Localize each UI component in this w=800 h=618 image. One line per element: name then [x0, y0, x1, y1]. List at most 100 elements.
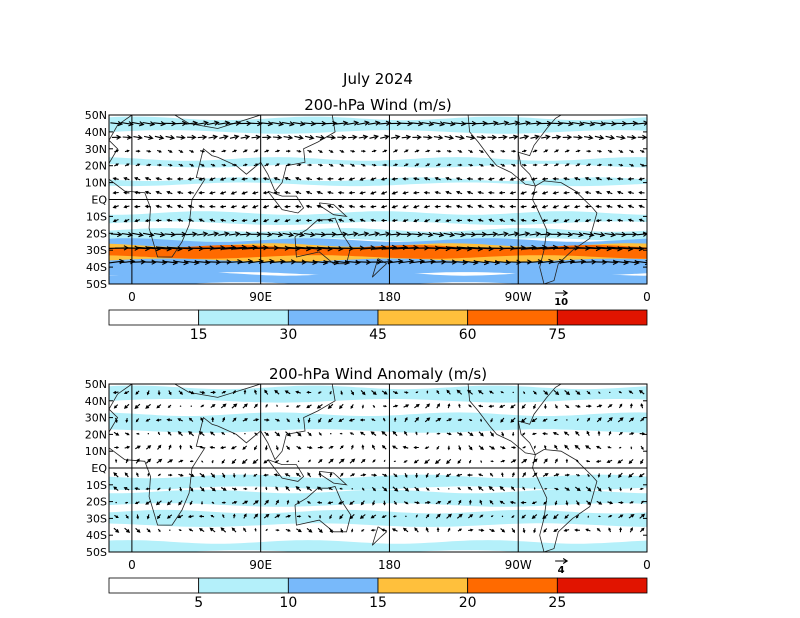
- wind-vector: [411, 231, 424, 238]
- y-tick-label: 20N: [85, 428, 107, 441]
- wind-vector: [187, 218, 194, 222]
- wind-vector: [604, 231, 617, 238]
- shaded-region: [109, 272, 647, 284]
- wind-vector: [520, 177, 527, 181]
- wind-vector: [254, 432, 258, 436]
- colorbar-swatch: [287, 577, 379, 594]
- wind-vector: [359, 177, 366, 181]
- wind-vector: [113, 527, 120, 533]
- wind-vector: [350, 404, 354, 410]
- wind-vector: [305, 218, 312, 223]
- wind-vector: [156, 404, 162, 409]
- wind-vector: [640, 417, 645, 422]
- wind-vector: [468, 163, 474, 167]
- wind-vector: [275, 529, 280, 532]
- wind-vector: [382, 486, 388, 492]
- wind-vector: [421, 121, 435, 127]
- wind-vector: [188, 528, 194, 532]
- wind-vector: [370, 191, 377, 195]
- wind-vector: [371, 486, 377, 492]
- wind-vector: [328, 458, 334, 464]
- wind-vector: [468, 445, 473, 451]
- wind-vector: [511, 446, 517, 449]
- wind-vector: [520, 417, 527, 423]
- wind-vector: [628, 514, 635, 519]
- wind-vector: [295, 218, 302, 223]
- wind-vector: [544, 444, 547, 450]
- wind-vector: [511, 149, 517, 153]
- wind-vector: [157, 473, 162, 477]
- wind-vector: [415, 391, 419, 394]
- wind-vector: [552, 191, 559, 195]
- wind-vector: [414, 527, 419, 533]
- figure-title: July 2024: [342, 70, 413, 88]
- wind-vector: [564, 473, 570, 477]
- wind-vector: [189, 500, 193, 506]
- wind-vector: [243, 473, 247, 478]
- wind-vector: [585, 445, 591, 450]
- x-tick-label: 0: [643, 558, 651, 572]
- wind-vector: [187, 204, 194, 209]
- wind-vector: [349, 458, 356, 464]
- plot-area: [108, 114, 648, 285]
- coastline: [267, 459, 305, 482]
- wind-vector: [211, 416, 215, 423]
- wind-vector: [179, 486, 183, 492]
- wind-vector: [576, 459, 579, 463]
- wind-vector: [533, 528, 537, 534]
- wind-vector: [404, 430, 408, 436]
- wind-vector: [296, 445, 302, 450]
- wind-vector: [618, 149, 624, 153]
- y-tick-label: 10S: [86, 479, 107, 492]
- wind-vector: [477, 177, 484, 181]
- wind-vector: [565, 500, 569, 506]
- wind-vector: [412, 134, 422, 140]
- wind-vector: [335, 120, 349, 126]
- wind-vector: [458, 445, 462, 451]
- wind-vector: [221, 459, 226, 464]
- wind-vector: [509, 218, 516, 222]
- wind-vector: [391, 191, 398, 195]
- wind-vector: [167, 404, 172, 408]
- wind-vector: [563, 205, 570, 209]
- wind-vector: [489, 149, 495, 153]
- wind-vector: [433, 134, 444, 141]
- wind-vector: [468, 499, 472, 505]
- wind-vector: [263, 473, 269, 477]
- wind-vector: [124, 445, 131, 449]
- wind-vector: [392, 445, 398, 450]
- wind-vector: [262, 134, 272, 140]
- y-tick-label: 10N: [85, 445, 107, 458]
- colorbar-swatch: [467, 309, 558, 326]
- wind-vector: [208, 134, 219, 140]
- colorbar-swatch: [467, 577, 558, 594]
- wind-vector: [574, 444, 581, 450]
- wind-vector: [144, 218, 151, 223]
- wind-vector: [575, 430, 580, 436]
- wind-vector: [124, 432, 130, 436]
- wind-vector: [607, 446, 612, 449]
- wind-vector: [497, 231, 509, 237]
- wind-vector: [382, 163, 388, 167]
- wind-vector: [499, 218, 506, 223]
- wind-vector: [304, 231, 316, 238]
- wind-vector: [295, 404, 301, 408]
- wind-vector: [618, 501, 624, 505]
- colorbar-labels: 5 10 15 20 25: [194, 595, 566, 611]
- wind-vector: [607, 163, 613, 167]
- wind-vector: [154, 134, 165, 141]
- wind-vector: [629, 501, 634, 504]
- wind-vector: [458, 499, 462, 505]
- wind-vector: [242, 418, 248, 422]
- y-tick-label: EQ: [91, 194, 107, 207]
- wind-vector: [477, 486, 484, 492]
- wind-vector: [541, 191, 549, 195]
- wind-vector: [241, 218, 248, 223]
- wind-vector: [221, 149, 227, 153]
- vector-field: [112, 389, 646, 534]
- wind-vector: [383, 417, 386, 422]
- wind-vector: [142, 231, 155, 238]
- wind-vector: [530, 177, 538, 181]
- wind-vector: [595, 459, 602, 463]
- wind-vector: [231, 403, 238, 409]
